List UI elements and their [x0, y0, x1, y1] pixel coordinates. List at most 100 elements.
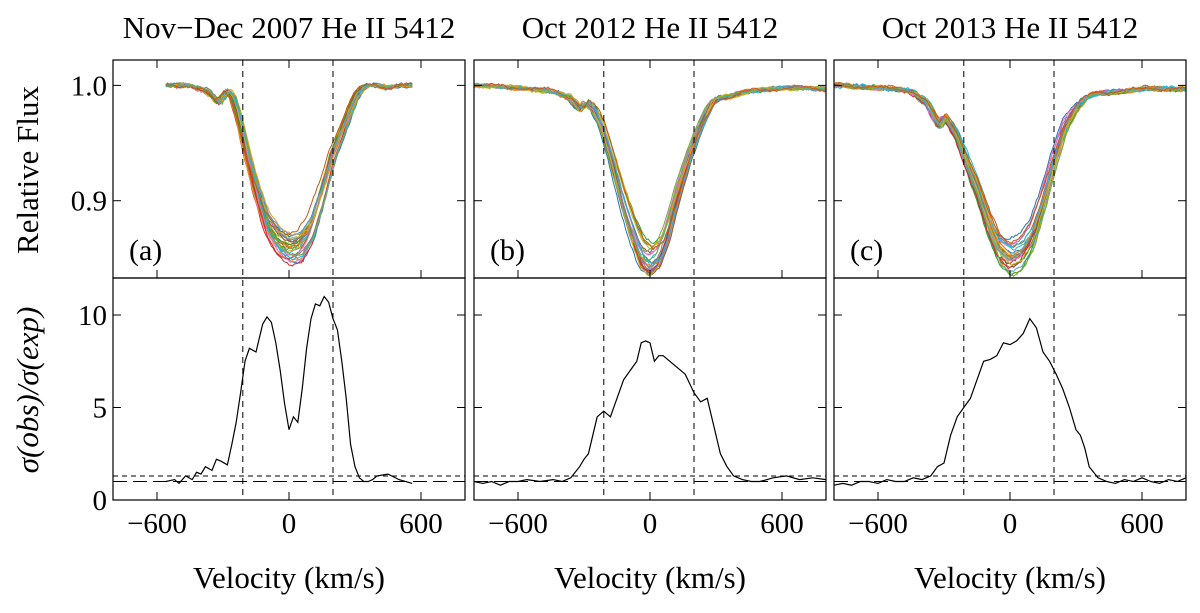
spectrum-line [834, 83, 1186, 257]
spectrum-line [165, 83, 413, 258]
spectrum-line [165, 82, 413, 243]
spectrum-line [165, 83, 413, 243]
spectrum-line [834, 83, 1186, 270]
spectrum-line [474, 82, 826, 269]
spectrum-line [834, 84, 1186, 265]
spectrum-line [474, 83, 826, 273]
spectrum-line [834, 83, 1186, 269]
spectrum-line [474, 83, 826, 265]
panel-2: Oct 2013 He II 5412 −600 0 600 (c) Velocity (… [833, 10, 1187, 595]
spectrum-line [165, 83, 413, 245]
x-axis-label: Velocity (km/s) [554, 560, 746, 595]
spectrum-line [474, 84, 826, 248]
bottom-axes-frame [473, 277, 827, 501]
spectrum-line [834, 84, 1186, 261]
spectrum-line [165, 83, 413, 241]
panel-title: Oct 2012 He II 5412 [522, 10, 779, 45]
spectrum-line [474, 84, 826, 261]
spectrum-line [474, 84, 826, 276]
spectrum-line [834, 84, 1186, 247]
x-tick-label: −600 [848, 508, 908, 540]
panel-label: (a) [129, 234, 162, 267]
spectrum-line [165, 83, 413, 256]
spectrum-line [474, 84, 826, 278]
y-tick-label: 0.9 [71, 186, 107, 218]
spectrum-line [165, 83, 413, 238]
y-tick-label: 1.0 [71, 70, 107, 102]
x-tick-label: 600 [1120, 508, 1164, 540]
spectrum-line [474, 83, 826, 247]
spectrum-line [165, 83, 413, 249]
spectrum-line [834, 82, 1186, 257]
top-axes-frame [112, 59, 466, 279]
spectrum-line [834, 83, 1186, 249]
ylabel-sigma-ratio: σ(obs)/σ(exp) [10, 307, 45, 474]
spectrum-line [834, 83, 1186, 240]
spectrum-line [834, 83, 1186, 254]
spectrum-line [834, 83, 1186, 261]
spectrum-line [474, 83, 826, 245]
spectrum-line [474, 84, 826, 256]
spectrum-line [474, 82, 826, 266]
panel-label: (c) [850, 234, 883, 267]
y-tick-label: 0 [93, 485, 108, 517]
x-tick-label: −600 [127, 508, 187, 540]
spectrum-line [834, 82, 1186, 258]
spectrum-line [474, 85, 826, 276]
x-tick-label: 600 [760, 508, 804, 540]
sigma-ratio-line [474, 340, 826, 486]
spectrum-line [474, 84, 826, 253]
sigma-ratio-line [165, 295, 413, 485]
x-axis-label: Velocity (km/s) [914, 560, 1106, 595]
spectrum-line [834, 83, 1186, 257]
spectrum-line [165, 83, 413, 263]
bottom-axes-frame [112, 277, 466, 501]
spectrum-line [474, 83, 826, 250]
spectrum-line [165, 82, 413, 254]
spectrum-line [834, 84, 1186, 261]
panel-title: Oct 2013 He II 5412 [882, 10, 1139, 45]
x-tick-label: 0 [282, 508, 297, 540]
spectrum-line [165, 83, 413, 250]
spectrum-line [165, 82, 413, 248]
x-tick-label: 0 [643, 508, 658, 540]
panel-0: Nov−Dec 2007 He II 5412 −600 0 600 0.9 1.0 0 5 1… [71, 10, 466, 595]
spectrum-line [474, 84, 826, 277]
x-axis-label: Velocity (km/s) [193, 560, 385, 595]
spectrum-line [834, 83, 1186, 244]
spectrum-line [834, 84, 1186, 251]
spectrum-line [834, 84, 1186, 245]
sigma-ratio-line [834, 317, 1186, 486]
spectrum-line [165, 83, 413, 246]
spectrum-line [834, 84, 1186, 260]
spectrum-line [165, 83, 413, 237]
spectrum-line [165, 83, 413, 240]
spectrum-line [834, 83, 1186, 269]
spectrum-line [474, 82, 826, 267]
panel-title: Nov−Dec 2007 He II 5412 [123, 10, 456, 45]
spectrum-line [474, 83, 826, 254]
spectrum-line [834, 82, 1186, 262]
panel-label: (b) [490, 234, 525, 267]
panel-1: Oct 2012 He II 5412 −600 0 600 (b) Velocity (… [473, 10, 827, 595]
spectrum-line [165, 82, 413, 236]
spectrum-line [474, 83, 826, 264]
x-tick-label: −600 [488, 508, 548, 540]
spectrum-line [165, 81, 413, 250]
spectrum-line [474, 84, 826, 272]
spectrum-line [165, 81, 413, 257]
spectrum-line [834, 81, 1186, 249]
bottom-axes-frame [833, 277, 1187, 501]
spectrum-line [474, 83, 826, 255]
spectrum-line [474, 84, 826, 268]
spectrum-line [834, 84, 1186, 259]
y-tick-label: 10 [78, 300, 107, 332]
spectrum-line [474, 82, 826, 251]
spectrum-line [165, 83, 413, 247]
spectrum-line [165, 82, 413, 260]
spectrum-line [165, 82, 413, 236]
spectrum-line [165, 82, 413, 242]
spectrum-line [834, 82, 1186, 258]
y-tick-label: 5 [93, 393, 108, 425]
